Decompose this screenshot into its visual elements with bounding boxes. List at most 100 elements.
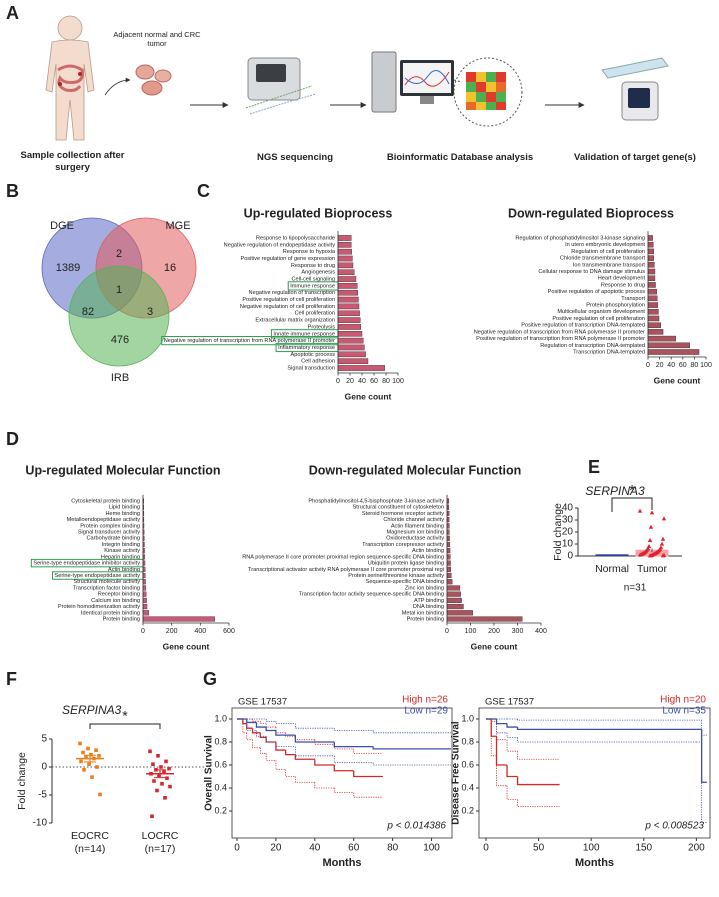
category-label: Actin binding <box>108 567 140 573</box>
survival-step <box>353 770 383 778</box>
y-tick-label: 20 <box>562 527 574 538</box>
annotation: p < 0.008523 <box>644 821 704 832</box>
x-tick-label: 60 <box>348 843 360 854</box>
survival-step <box>490 719 497 737</box>
category-label: Positive regulation of transcription fro… <box>476 336 645 342</box>
category-label: Serine-type endopeptidase activity <box>54 573 140 579</box>
category-label: Chloride transmembrane transport <box>560 256 646 262</box>
data-point <box>150 814 154 819</box>
qpcr-icon <box>601 57 669 121</box>
y-tick-label: 1.0 <box>214 713 227 723</box>
ci-step <box>517 737 697 743</box>
data-point <box>78 741 82 746</box>
survival-step <box>246 719 257 724</box>
bar <box>647 262 655 268</box>
category-label: Cell adhesion <box>301 359 335 365</box>
survival-step <box>242 719 247 725</box>
survival-step <box>516 776 560 786</box>
heatmap-icon <box>453 57 523 127</box>
venn-count: 1 <box>116 284 122 296</box>
category-label: Positive regulation of transcription DNA… <box>521 323 645 329</box>
bar <box>446 554 451 560</box>
survival-step <box>294 735 335 743</box>
x-tick-label: 50 <box>533 843 545 854</box>
x-axis-title: Gene count <box>654 375 701 385</box>
category-label: Response to hypoxia <box>283 249 336 255</box>
ci-step <box>701 720 707 736</box>
y-tick-label: 0 <box>567 551 573 562</box>
y-tick-label: 0.2 <box>461 805 474 815</box>
category-label: Metalloendopeptidase activity <box>67 517 141 523</box>
category-label: Protein binding <box>103 616 140 622</box>
data-point <box>164 759 168 764</box>
ci-step <box>506 732 518 738</box>
x-tick-label: 200 <box>166 628 178 635</box>
data-point <box>157 773 161 778</box>
category-label: Negative regulation of transcription <box>249 290 335 296</box>
data-point <box>156 754 160 758</box>
x-tick-label: 600 <box>223 628 235 635</box>
bar <box>647 268 656 275</box>
category-label: Cell-cell signaling <box>291 277 335 283</box>
bar <box>142 591 147 597</box>
x-tick-label: LOCRC <box>142 830 179 842</box>
y-tick-label: 1.0 <box>461 713 474 723</box>
data-point <box>163 796 167 800</box>
annotation: p < 0.014386 <box>386 821 446 832</box>
data-point <box>152 779 156 783</box>
ci-step <box>372 730 451 734</box>
x-tick-label: 200 <box>488 628 500 635</box>
category-label: Cytoskeletal protein binding <box>71 498 140 504</box>
x-tick-label: 0 <box>646 362 650 369</box>
category-label: Transcription corepressor activity <box>362 542 444 548</box>
ci-step <box>314 739 335 745</box>
data-point <box>159 765 163 769</box>
bar <box>647 235 653 241</box>
legend-label: High n=20 <box>660 695 706 706</box>
category-label: Heart development <box>598 276 646 282</box>
y-tick-label: 0.6 <box>214 759 227 769</box>
survival-step <box>495 736 508 766</box>
ci-step <box>246 719 257 731</box>
category-label: Negative regulation of transcription fro… <box>164 338 335 344</box>
survival-step <box>246 723 253 729</box>
data-point <box>660 553 666 558</box>
bar <box>337 324 361 330</box>
ci-step <box>506 739 518 752</box>
ci-step <box>285 732 296 737</box>
category-label: Negative regulation of cell proliferatio… <box>240 304 335 310</box>
x-tick-label: 100 <box>392 378 404 385</box>
category-label: Metal ion binding <box>402 610 444 616</box>
y-tick-label: 0.2 <box>214 805 227 815</box>
x-tick-label: 100 <box>423 843 440 854</box>
category-label: Structural molecule activity <box>73 579 140 585</box>
y-axis-title: Disease Free Survival <box>451 721 462 825</box>
x-tick-note: (n=14) <box>75 843 106 855</box>
category-label: Positive regulation of apoptotic process <box>548 289 646 295</box>
ci-step <box>265 736 276 743</box>
data-point <box>86 746 90 751</box>
category-label: Proteolysis <box>308 324 336 330</box>
x-tick-label: 100 <box>700 362 712 369</box>
ci-step <box>265 723 276 728</box>
survival-step <box>516 727 697 730</box>
bar <box>595 554 629 557</box>
ci-step <box>294 736 315 741</box>
x-tick-label: 20 <box>656 362 664 369</box>
x-tick-label: 400 <box>194 628 206 635</box>
ci-step <box>496 719 508 734</box>
category-label: Negative regulation of endopeptidase act… <box>224 242 336 248</box>
y-tick-label: 30 <box>562 515 574 526</box>
category-label: Identical protein binding <box>81 610 140 616</box>
survival-step <box>265 737 276 743</box>
category-label: Transcription factor activity sequence-s… <box>299 592 444 598</box>
survival-step <box>275 730 296 736</box>
data-point <box>82 768 86 772</box>
bar <box>337 248 353 255</box>
bar <box>647 315 660 322</box>
category-label: DNA binding <box>413 604 444 610</box>
bar <box>647 349 700 355</box>
y-axis-title: Fold change <box>16 752 28 810</box>
y-tick-label: 40 <box>562 503 574 514</box>
